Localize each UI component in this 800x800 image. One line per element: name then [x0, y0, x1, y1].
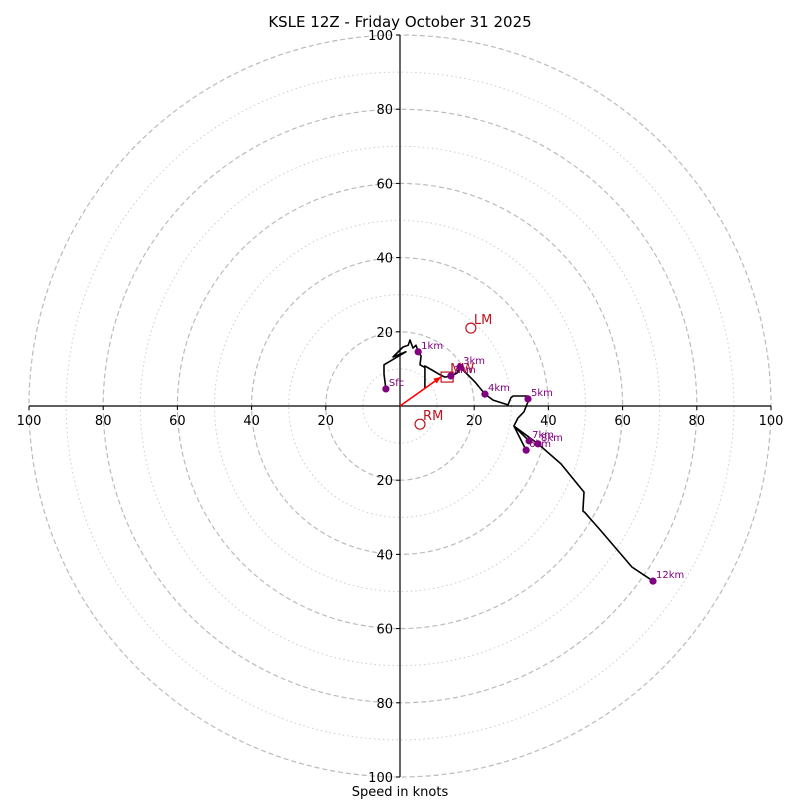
lm-marker [465, 322, 477, 334]
8km-point [534, 440, 542, 448]
y-tick-label: 100 [368, 771, 393, 786]
5km-point [524, 395, 532, 403]
rm-marker [414, 418, 426, 430]
wind-profile-line [383, 339, 654, 582]
rm-label: RM [423, 409, 443, 424]
x-tick-label: 60 [614, 414, 631, 429]
y-tick-label: 80 [376, 103, 393, 118]
y-tick-label: 80 [376, 697, 393, 712]
hodograph-trace [383, 339, 654, 582]
x-tick-label: 40 [243, 414, 260, 429]
y-tick-label: 60 [376, 623, 393, 638]
x-axis-label: Speed in knots [352, 785, 449, 800]
y-tick-label: 40 [376, 548, 393, 563]
x-tick-label: 20 [318, 414, 335, 429]
7km-point [525, 437, 533, 445]
2km-point [447, 372, 455, 380]
6km-point [522, 446, 530, 454]
mean-wind-arrow-head [433, 377, 441, 384]
sfc-point [382, 385, 390, 393]
y-tick-label: 100 [368, 29, 393, 44]
2km-label: 2km [454, 365, 476, 376]
y-tick-label: 40 [376, 252, 393, 267]
3km-label: 3km [463, 356, 485, 367]
1km-point [414, 348, 422, 356]
mean-wind-vector [399, 376, 442, 407]
8km-label: 8km [541, 433, 563, 444]
7km-label: 7km [532, 430, 554, 441]
x-tick-label: 100 [17, 414, 42, 429]
mean-wind-arrow-shaft [399, 376, 442, 407]
x-tick-label: 80 [689, 414, 706, 429]
4km-point [481, 390, 489, 398]
height-markers: Sfc1km2km3km4km5km6km7km8km12km [382, 341, 684, 585]
y-tick-label: 60 [376, 177, 393, 192]
1km-label: 1km [421, 341, 443, 352]
x-tick-label: 60 [169, 414, 186, 429]
chart-title: KSLE 12Z - Friday October 31 2025 [268, 13, 531, 31]
5km-label: 5km [531, 388, 553, 399]
4km-label: 4km [488, 383, 510, 394]
x-tick-label: 40 [540, 414, 557, 429]
12km-point [649, 577, 657, 585]
sfc-label: Sfc [389, 378, 404, 389]
y-tick-label: 20 [376, 326, 393, 341]
x-tick-label: 80 [95, 414, 112, 429]
x-tick-label: 20 [466, 414, 483, 429]
lm-label: LM [474, 313, 492, 328]
x-tick-label: 100 [759, 414, 784, 429]
tick-labels: 100 80 60 40 20 20 40 60 80 100 100 80 60 40 20 20 40 60 8… [17, 29, 784, 786]
12km-label: 12km [656, 570, 684, 581]
y-tick-label: 20 [376, 474, 393, 489]
3km-point [456, 363, 464, 371]
